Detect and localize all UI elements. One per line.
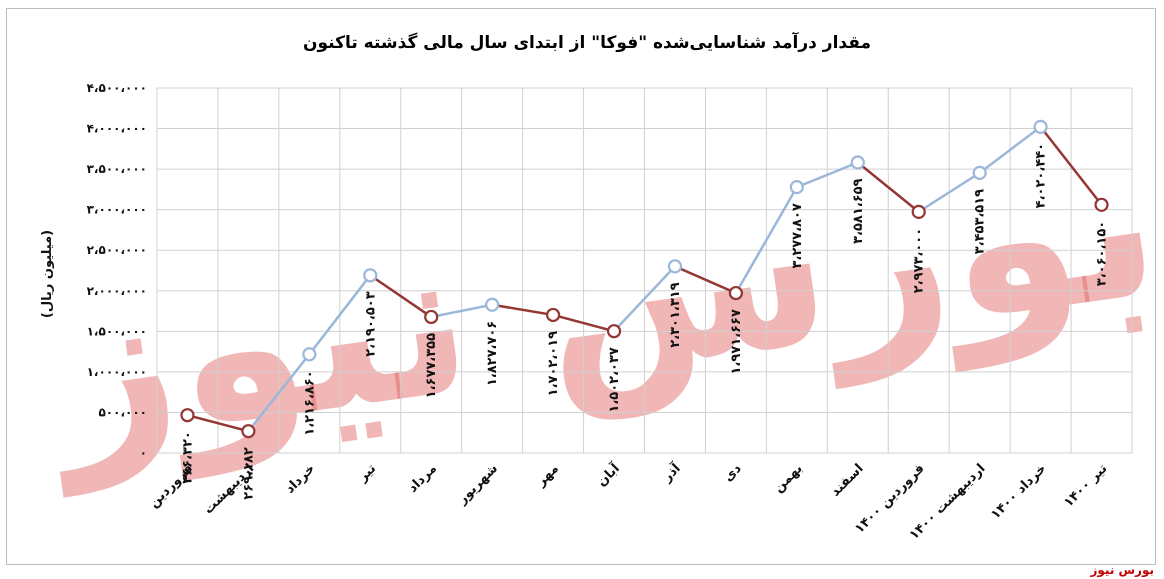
line-segment <box>247 353 311 432</box>
data-label: ۱،۹۷۱،۶۶۷ <box>729 309 744 374</box>
y-tick-label: ۴،۰۰۰،۰۰۰ <box>87 122 147 136</box>
data-point <box>545 307 561 323</box>
line-segment <box>613 265 676 333</box>
x-tick-label: اسفند <box>828 461 866 499</box>
chart-frame: بورس نیوز ۴۶۶،۳۲۰ ۲۶۹،۱۸۲ ۱،۲۱۶،۸۶۰ ۲،۱۹۰،۵… <box>6 8 1156 565</box>
x-tick-label: آذر <box>658 459 684 485</box>
line-segment <box>369 274 432 318</box>
data-point <box>972 165 987 180</box>
chart-svg: بورس نیوز ۴۶۶،۳۲۰ ۲۶۹،۱۸۲ ۱،۲۱۶،۸۶۰ ۲،۱۹۰،۵… <box>29 31 1155 543</box>
line-segment <box>491 303 554 317</box>
line-segment <box>674 265 737 295</box>
data-point <box>302 347 317 362</box>
x-tick-label: شهریور <box>454 461 501 508</box>
data-label: ۱،۸۲۷،۷۰۶ <box>485 321 500 386</box>
data-label: ۲،۹۷۳،۰۰۰ <box>912 228 927 293</box>
data-label: ۳،۵۸۱،۶۵۹ <box>851 178 866 243</box>
data-label: ۱،۵۰۲،۰۳۷ <box>607 347 622 412</box>
data-label: ۳،۰۶۰،۱۵۰ <box>1095 221 1110 286</box>
y-tick-label: ۴،۵۰۰،۰۰۰ <box>87 81 147 95</box>
y-tick-label: ۲،۵۰۰،۰۰۰ <box>87 243 147 257</box>
data-point <box>789 180 804 195</box>
data-label: ۳،۲۷۷،۸۰۷ <box>790 203 805 268</box>
data-points <box>180 119 1109 439</box>
x-tick-label: خرداد ۱۴۰۰ <box>988 461 1049 522</box>
y-axis-label: (میلیون ریال) <box>40 230 55 318</box>
x-tick-label: دی <box>721 461 745 485</box>
grid <box>156 87 1133 454</box>
x-tick-label: مرداد <box>405 461 440 496</box>
y-tick-label: ۱،۵۰۰،۰۰۰ <box>87 324 147 338</box>
x-tick-label: مهر <box>533 461 562 490</box>
line-segment <box>552 313 615 333</box>
data-label: ۲،۳۰۱،۳۱۹ <box>668 282 683 347</box>
data-label: ۴،۰۲۰،۴۴۰ <box>1034 143 1049 208</box>
data-point <box>1094 197 1109 212</box>
x-tick-label: آبان <box>593 459 623 489</box>
line-segment <box>430 303 493 319</box>
y-tick-label: ۳،۰۰۰،۰۰۰ <box>87 203 147 217</box>
data-label: ۲،۱۹۰،۵۰۳ <box>363 291 378 356</box>
x-tick-label: بهمن <box>771 461 806 496</box>
x-tick-label: تیر ۱۴۰۰ <box>1061 461 1110 510</box>
line-segment <box>187 413 249 433</box>
data-point <box>606 324 622 339</box>
x-tick-label: تیر <box>355 461 379 485</box>
y-tick-label: ۰ <box>140 446 147 460</box>
source-label: بورس نیوز <box>1090 563 1154 577</box>
data-label: ۱،۲۱۶،۸۶۰ <box>302 370 317 435</box>
data-point <box>485 297 500 312</box>
line-segment <box>734 186 798 294</box>
data-point <box>180 408 195 423</box>
data-label: ۱،۶۷۷،۳۵۵ <box>424 333 439 398</box>
data-point <box>424 309 439 325</box>
data-point <box>363 268 378 283</box>
y-tick-label: ۵۰۰،۰۰۰ <box>98 405 147 419</box>
data-label: ۲۶۹،۱۸۲ <box>241 447 256 500</box>
x-tick-label: خرداد <box>283 461 319 497</box>
data-labels: ۴۶۶،۳۲۰ ۲۶۹،۱۸۲ ۱،۲۱۶،۸۶۰ ۲،۱۹۰،۵۰۳ ۱،۶۷۷،۳۵… <box>180 143 1109 500</box>
chart-title: مقدار درآمد شناسایی‌شده "فوکا" از ابتدای… <box>303 31 871 53</box>
line-segment <box>308 274 372 356</box>
y-tick-label: ۲،۰۰۰،۰۰۰ <box>87 284 147 298</box>
line-segment <box>978 125 1042 174</box>
line-segment <box>856 161 920 213</box>
data-point <box>241 424 256 439</box>
y-tick-label: ۱،۰۰۰،۰۰۰ <box>87 365 147 379</box>
watermark-text: بورس نیوز <box>29 98 1155 498</box>
data-point <box>728 285 744 301</box>
line-segment <box>918 171 981 213</box>
data-point <box>1033 119 1048 134</box>
line-segment <box>1039 126 1103 206</box>
y-axis-ticks: ۰ ۵۰۰،۰۰۰ ۱،۰۰۰،۰۰۰ ۱،۵۰۰،۰۰۰ ۲،۰۰۰،۰۰۰ ۲،۵۰۰… <box>87 81 147 460</box>
data-point <box>911 204 926 219</box>
data-label: ۳،۴۵۳،۵۱۹ <box>973 189 988 254</box>
data-point <box>850 155 865 170</box>
line-segment <box>796 161 859 189</box>
x-axis-ticks: فروردین اردیبهشت خرداد تیر مرداد شهریور مهر آبا… <box>147 459 1111 543</box>
data-label: ۴۶۶،۳۲۰ <box>180 431 195 484</box>
y-tick-label: ۳،۵۰۰،۰۰۰ <box>87 162 147 176</box>
watermark-logo: بورس نیوز <box>29 98 1155 498</box>
series-line <box>187 125 1103 433</box>
data-point <box>667 259 683 274</box>
data-label: ۱،۷۰۲،۰۱۹ <box>546 331 561 396</box>
